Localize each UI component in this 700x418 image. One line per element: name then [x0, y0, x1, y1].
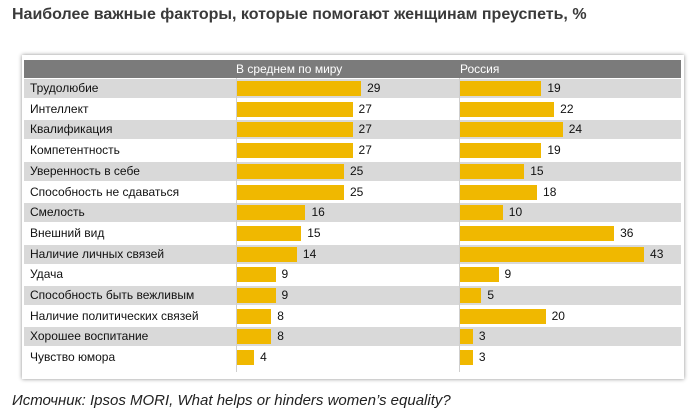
bar-world [237, 81, 362, 96]
data-label-world: 9 [281, 288, 289, 302]
data-label-world: 25 [350, 163, 364, 178]
category-label: Способность быть вежливым [30, 288, 195, 302]
series-header-russia: Россия [460, 62, 500, 76]
bar-world [237, 163, 344, 179]
category-label: Квалификация [30, 122, 113, 137]
bar-russia [460, 267, 499, 283]
data-label-world: 4 [260, 350, 267, 365]
bar-world [237, 101, 353, 117]
data-label-world: 27 [358, 122, 372, 137]
bar-russia [460, 350, 473, 366]
axis-line-world [236, 78, 237, 372]
bar-world [237, 225, 302, 241]
bar-russia [460, 81, 542, 96]
data-label-world: 27 [358, 101, 372, 116]
data-label-world: 8 [277, 329, 284, 344]
bar-world [237, 122, 353, 138]
bar-russia [460, 225, 615, 241]
bar-world [237, 246, 297, 262]
bar-world [237, 329, 272, 345]
bar-world [237, 184, 344, 200]
data-label-world: 29 [367, 81, 381, 95]
data-label-russia: 3 [478, 329, 486, 344]
data-label-world: 8 [277, 308, 284, 323]
table-row [24, 348, 681, 368]
category-label: Интеллект [30, 101, 89, 116]
bar-russia [460, 329, 473, 345]
bar-russia [460, 122, 563, 138]
source-note: Источник: Ipsos MORI, What helps or hind… [12, 392, 451, 409]
category-label: Удача [30, 267, 64, 282]
category-label: Внешний вид [30, 225, 105, 240]
chart-title: Наиболее важные факторы, которые помогаю… [12, 6, 587, 23]
bar-world [237, 267, 276, 283]
data-label-russia: 22 [560, 101, 574, 116]
category-label: Хорошее воспитание [30, 329, 149, 344]
bar-russia [460, 246, 645, 262]
data-label-russia: 19 [547, 143, 561, 158]
bar-world [237, 308, 272, 324]
table-row [24, 203, 681, 223]
bar-russia [460, 205, 503, 221]
category-label: Способность не сдаваться [30, 184, 180, 199]
bar-russia [460, 101, 555, 117]
bar-russia [460, 184, 538, 200]
table-row [24, 327, 681, 347]
data-label-world: 9 [281, 267, 289, 282]
data-label-russia: 10 [508, 205, 523, 220]
bar-russia [460, 308, 546, 324]
data-label-russia: 19 [547, 81, 561, 95]
chart-header [24, 60, 681, 78]
data-label-russia: 18 [543, 184, 557, 199]
data-label-russia: 20 [551, 308, 565, 323]
bar-russia [460, 143, 542, 159]
data-label-russia: 24 [568, 122, 583, 137]
data-label-russia: 36 [620, 225, 634, 240]
bar-world [237, 143, 353, 159]
category-label: Трудолюбие [30, 81, 99, 95]
data-label-world: 15 [307, 225, 321, 240]
data-label-russia: 5 [487, 288, 495, 302]
category-label: Уверенность в себе [30, 163, 140, 178]
data-label-world: 25 [350, 184, 364, 199]
table-row [24, 286, 681, 305]
category-label: Наличие личных связей [30, 246, 165, 261]
data-label-russia: 3 [478, 350, 486, 365]
data-label-russia: 9 [504, 267, 512, 282]
data-label-russia: 43 [650, 246, 664, 261]
data-label-world: 27 [358, 143, 372, 158]
bar-russia [460, 288, 482, 303]
data-label-world: 14 [302, 246, 317, 261]
category-label: Смелость [30, 205, 85, 220]
bar-world [237, 288, 276, 303]
axis-line-russia [459, 78, 460, 372]
data-label-russia: 15 [530, 163, 544, 178]
data-label-world: 16 [311, 205, 325, 220]
bar-world [237, 350, 255, 366]
series-header-world: В среднем по миру [236, 62, 343, 76]
bar-russia [460, 163, 525, 179]
bar-world [237, 205, 306, 221]
table-row [24, 265, 681, 285]
category-label: Компетентность [30, 143, 120, 158]
category-label: Чувство юмора [30, 350, 116, 365]
category-label: Наличие политических связей [30, 308, 199, 323]
